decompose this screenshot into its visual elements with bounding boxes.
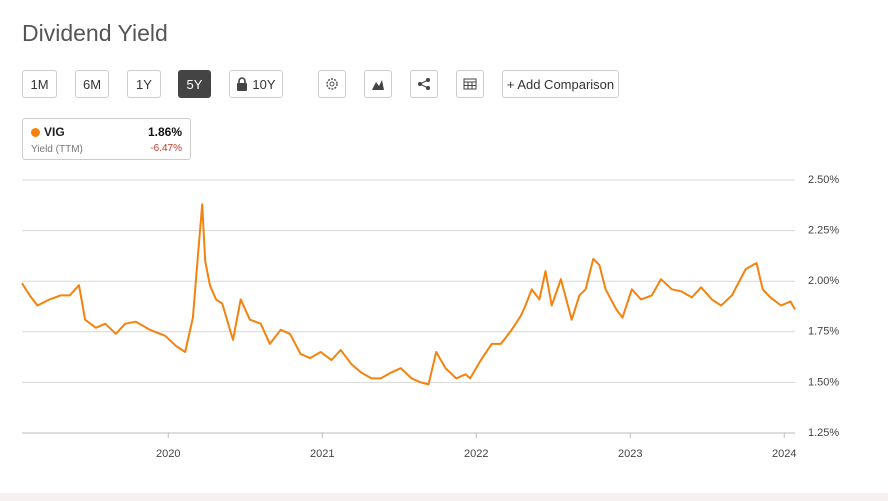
button-label: 1M: [30, 76, 49, 92]
button-label: 1Y: [136, 76, 152, 92]
y-tick-label: 2.50%: [808, 174, 839, 186]
table-icon: [463, 78, 477, 90]
data-line: [21, 203, 796, 386]
range-button[interactable]: 1Y: [127, 70, 161, 98]
settings-button[interactable]: [318, 70, 346, 98]
page-title: Dividend Yield: [22, 20, 168, 46]
button-label: + Add Comparison: [506, 76, 615, 92]
y-tick-label: 2.00%: [808, 275, 839, 287]
legend-change: -6.47%: [150, 143, 182, 154]
x-tick-label: 2020: [156, 448, 180, 460]
x-tick-label: 2022: [464, 448, 488, 460]
x-tick-label: 2021: [310, 448, 334, 460]
legend-ticker: VIG: [44, 125, 65, 139]
legend-value: 1.86%: [147, 125, 182, 139]
y-tick-label: 1.50%: [808, 376, 839, 388]
lock-icon: [237, 77, 248, 91]
legend-label: Yield (TTM): [31, 144, 83, 155]
range-button[interactable]: 1M: [22, 70, 57, 98]
button-label: 6M: [82, 76, 102, 92]
gear-icon: [326, 78, 338, 90]
range-button[interactable]: 5Y: [178, 70, 211, 98]
share-button[interactable]: [410, 70, 438, 98]
y-tick-label: 1.75%: [808, 326, 839, 338]
add-comparison-button[interactable]: + Add Comparison: [502, 70, 619, 98]
legend-dot: [31, 128, 40, 137]
table-button[interactable]: [456, 70, 484, 98]
y-tick-label: 2.25%: [808, 225, 839, 237]
footer-strip: [0, 493, 888, 501]
button-label: 10Y: [252, 76, 276, 92]
chart-type-button[interactable]: [364, 70, 392, 98]
mountain-icon: [372, 80, 384, 90]
share-icon: [418, 78, 430, 90]
button-label: 5Y: [186, 76, 203, 92]
y-tick-label: 1.25%: [808, 427, 839, 439]
x-tick-label: 2023: [618, 448, 642, 460]
legend: VIG Yield (TTM) 1.86% -6.47%: [22, 118, 191, 160]
x-tick-label: 2024: [772, 448, 796, 460]
range-button[interactable]: 6M: [75, 70, 109, 98]
range-button[interactable]: 10Y: [229, 70, 283, 98]
